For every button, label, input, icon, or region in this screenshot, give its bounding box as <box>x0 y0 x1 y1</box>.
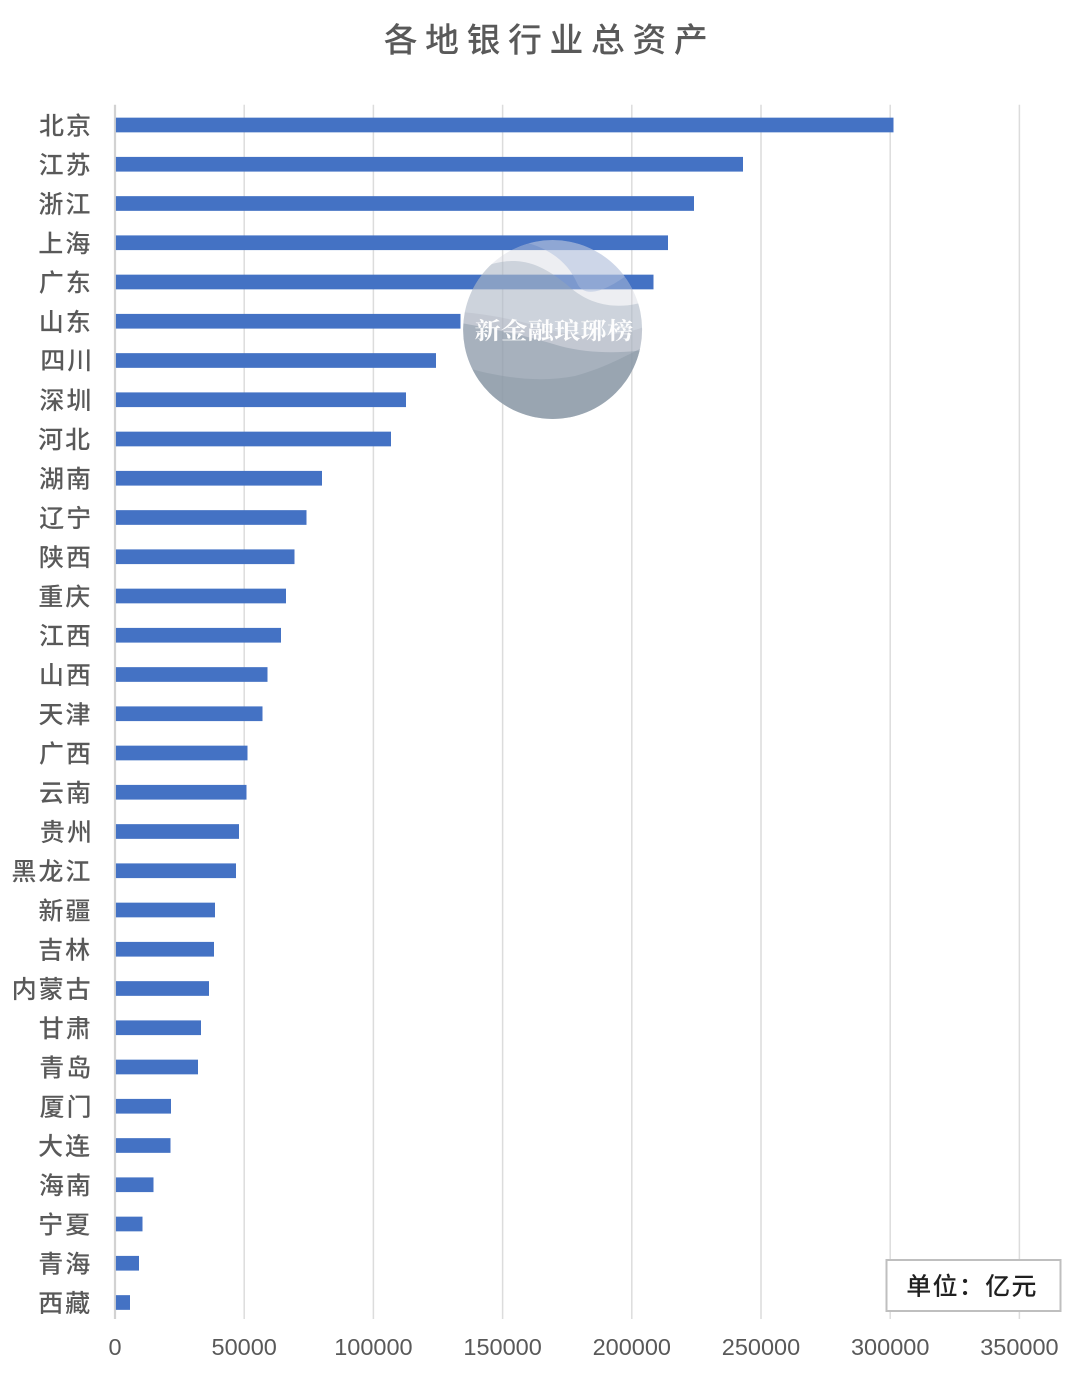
svg-text:250000: 250000 <box>722 1334 800 1360</box>
svg-text:50000: 50000 <box>212 1334 277 1360</box>
svg-text:350000: 350000 <box>980 1334 1058 1360</box>
svg-text:200000: 200000 <box>593 1334 671 1360</box>
svg-text:0: 0 <box>108 1334 121 1360</box>
svg-text:300000: 300000 <box>851 1334 929 1360</box>
svg-text:100000: 100000 <box>334 1334 412 1360</box>
svg-text:150000: 150000 <box>463 1334 541 1360</box>
